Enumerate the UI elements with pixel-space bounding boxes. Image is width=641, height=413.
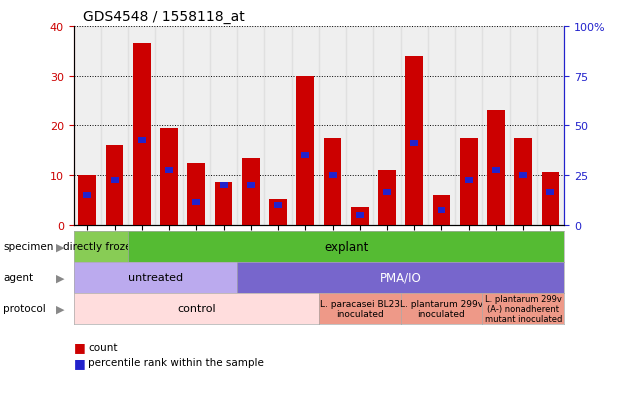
Text: specimen: specimen [3, 242, 54, 252]
Bar [160, 128, 178, 225]
Bar [101, 27, 128, 225]
Bar [547, 190, 554, 196]
Bar [537, 27, 564, 225]
Bar [346, 27, 373, 225]
Bar [111, 178, 119, 183]
Bar [483, 27, 510, 225]
Bar [510, 27, 537, 225]
Bar [296, 76, 314, 225]
Bar [465, 178, 472, 183]
Bar [187, 163, 205, 225]
Bar [405, 57, 423, 225]
Text: PMA/IO: PMA/IO [379, 271, 422, 284]
Bar [460, 138, 478, 225]
Text: ■: ■ [74, 356, 85, 369]
Bar [78, 176, 96, 225]
Bar [242, 158, 260, 225]
Bar [373, 27, 401, 225]
Bar [133, 44, 151, 225]
Bar [301, 153, 309, 159]
Text: count: count [88, 342, 118, 352]
Bar [165, 168, 173, 173]
Bar [274, 202, 282, 208]
Text: untreated: untreated [128, 273, 183, 283]
Bar [192, 200, 200, 206]
Bar [514, 138, 532, 225]
Bar [128, 27, 155, 225]
Text: GDS4548 / 1558118_at: GDS4548 / 1558118_at [83, 10, 245, 24]
Bar [237, 27, 265, 225]
Bar [519, 173, 527, 178]
Bar [292, 27, 319, 225]
Text: control: control [177, 304, 215, 314]
Text: agent: agent [3, 273, 33, 283]
Text: ▶: ▶ [56, 242, 65, 252]
Text: L. paracasei BL23
inoculated: L. paracasei BL23 inoculated [320, 299, 400, 318]
Bar [401, 27, 428, 225]
Bar [324, 138, 342, 225]
Bar [265, 27, 292, 225]
Text: ▶: ▶ [56, 304, 65, 314]
Text: directly frozen: directly frozen [63, 242, 138, 252]
Bar [210, 27, 237, 225]
Text: L. plantarum 299v
(A-) nonadherent
mutant inoculated: L. plantarum 299v (A-) nonadherent mutan… [485, 294, 562, 323]
Text: ▶: ▶ [56, 273, 65, 283]
Text: protocol: protocol [3, 304, 46, 314]
Bar [83, 192, 91, 198]
Text: L. plantarum 299v
inoculated: L. plantarum 299v inoculated [400, 299, 483, 318]
Bar [269, 199, 287, 225]
Text: ■: ■ [74, 340, 85, 354]
Bar [383, 190, 391, 196]
Bar [155, 27, 183, 225]
Bar [319, 27, 346, 225]
Bar [433, 195, 451, 225]
Bar [138, 138, 146, 144]
Bar [492, 168, 500, 173]
Bar [438, 207, 445, 213]
Bar [428, 27, 455, 225]
Bar [410, 140, 418, 146]
Bar [106, 146, 124, 225]
Bar [220, 183, 228, 188]
Bar [329, 173, 337, 178]
Text: percentile rank within the sample: percentile rank within the sample [88, 358, 264, 368]
Bar [455, 27, 483, 225]
Bar [487, 111, 505, 225]
Bar [183, 27, 210, 225]
Bar [74, 27, 101, 225]
Bar [356, 212, 363, 218]
Bar [247, 183, 254, 188]
Bar [378, 171, 396, 225]
Text: explant: explant [324, 240, 369, 253]
Bar [351, 208, 369, 225]
Bar [542, 173, 560, 225]
Bar [215, 183, 233, 225]
